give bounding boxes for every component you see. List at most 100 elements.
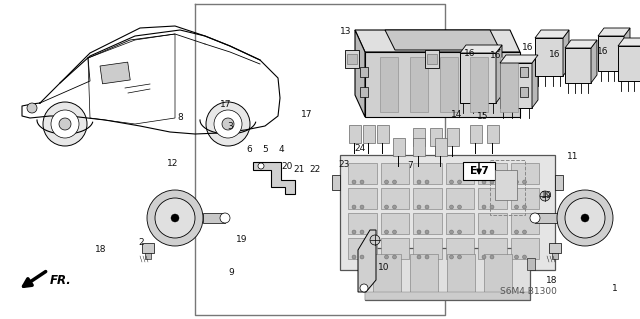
- Circle shape: [163, 206, 187, 230]
- Text: 17: 17: [301, 110, 313, 119]
- Circle shape: [458, 205, 461, 209]
- Text: 13: 13: [340, 27, 351, 36]
- Circle shape: [482, 230, 486, 234]
- Circle shape: [392, 230, 397, 234]
- Polygon shape: [618, 38, 640, 46]
- Polygon shape: [358, 230, 376, 292]
- Bar: [348, 238, 376, 259]
- Circle shape: [490, 180, 494, 184]
- Bar: [440, 57, 458, 112]
- Bar: [478, 238, 506, 259]
- Bar: [373, 254, 401, 292]
- Text: 18: 18: [546, 276, 557, 285]
- Circle shape: [449, 180, 454, 184]
- Text: FR.: FR.: [50, 273, 72, 286]
- Circle shape: [417, 180, 421, 184]
- Bar: [535, 213, 557, 223]
- Polygon shape: [460, 45, 502, 53]
- Bar: [445, 213, 474, 234]
- Circle shape: [206, 102, 250, 146]
- Circle shape: [155, 198, 195, 238]
- Bar: [377, 125, 389, 143]
- Text: 23: 23: [338, 160, 349, 169]
- Text: S6M4 B1300: S6M4 B1300: [500, 287, 556, 296]
- Bar: [363, 125, 375, 143]
- Bar: [618, 46, 640, 81]
- Bar: [520, 87, 528, 97]
- Bar: [347, 54, 357, 64]
- Bar: [435, 138, 447, 156]
- Circle shape: [360, 284, 368, 292]
- Bar: [381, 188, 409, 209]
- Bar: [478, 213, 506, 234]
- Polygon shape: [496, 45, 502, 103]
- Bar: [478, 188, 506, 209]
- Text: 20: 20: [281, 162, 292, 171]
- Bar: [380, 57, 398, 112]
- Text: 18: 18: [95, 245, 106, 254]
- Text: 2: 2: [138, 238, 143, 247]
- Circle shape: [458, 230, 461, 234]
- Polygon shape: [365, 52, 520, 117]
- Bar: [381, 163, 409, 184]
- Circle shape: [425, 230, 429, 234]
- Bar: [100, 62, 130, 84]
- Bar: [348, 163, 376, 184]
- Bar: [360, 87, 368, 97]
- Text: 6: 6: [247, 145, 252, 154]
- Circle shape: [581, 214, 589, 222]
- Circle shape: [515, 205, 518, 209]
- Circle shape: [515, 230, 518, 234]
- Text: 16: 16: [522, 43, 533, 52]
- Circle shape: [425, 180, 429, 184]
- Bar: [332, 175, 340, 190]
- Text: 16: 16: [490, 51, 502, 60]
- Text: 9: 9: [229, 268, 234, 277]
- Bar: [413, 238, 442, 259]
- Polygon shape: [591, 40, 597, 83]
- Circle shape: [458, 180, 461, 184]
- Circle shape: [370, 235, 380, 245]
- Bar: [460, 53, 496, 103]
- Circle shape: [360, 255, 364, 259]
- Circle shape: [392, 180, 397, 184]
- Polygon shape: [500, 55, 538, 63]
- Bar: [555, 175, 563, 190]
- Bar: [365, 248, 530, 300]
- Text: 16: 16: [464, 49, 476, 58]
- Bar: [413, 213, 442, 234]
- Text: 1: 1: [612, 284, 617, 293]
- Text: 16: 16: [548, 50, 560, 59]
- Bar: [425, 50, 439, 68]
- Bar: [463, 162, 495, 180]
- Bar: [413, 163, 442, 184]
- Bar: [490, 160, 525, 215]
- Circle shape: [385, 255, 388, 259]
- Text: 24: 24: [355, 144, 366, 153]
- Polygon shape: [355, 30, 520, 52]
- Text: 8: 8: [178, 113, 183, 122]
- Bar: [381, 213, 409, 234]
- Bar: [340, 155, 555, 270]
- Circle shape: [360, 230, 364, 234]
- Bar: [565, 48, 591, 83]
- Circle shape: [385, 205, 388, 209]
- Circle shape: [490, 255, 494, 259]
- Circle shape: [417, 230, 421, 234]
- Circle shape: [51, 110, 79, 138]
- Circle shape: [352, 180, 356, 184]
- Circle shape: [573, 206, 597, 230]
- Circle shape: [258, 163, 264, 169]
- Polygon shape: [563, 30, 569, 76]
- Circle shape: [59, 118, 71, 130]
- Circle shape: [385, 180, 388, 184]
- Bar: [348, 188, 376, 209]
- Bar: [447, 254, 475, 292]
- Text: 10: 10: [378, 263, 390, 272]
- Circle shape: [27, 103, 37, 113]
- Circle shape: [530, 213, 540, 223]
- Circle shape: [515, 180, 518, 184]
- Polygon shape: [598, 28, 630, 36]
- Circle shape: [522, 230, 527, 234]
- Bar: [348, 213, 376, 234]
